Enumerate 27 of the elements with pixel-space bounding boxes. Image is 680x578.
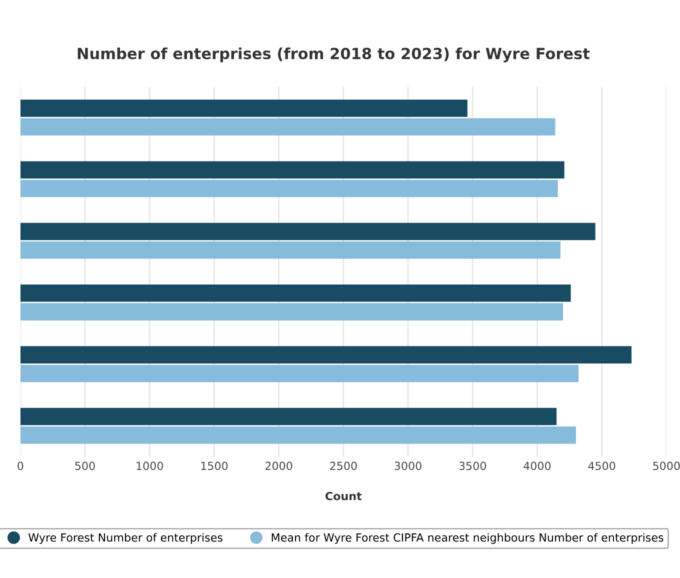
chart-title: Number of enterprises (from 2018 to 2023) for Wyre Forest [78,47,590,62]
x-axis-title: Count [325,492,362,500]
bar [20,161,564,178]
bar [20,284,571,302]
bar [20,426,576,444]
bar [20,346,632,364]
x-tick-label: 3500 [459,462,486,470]
bar [20,303,564,320]
x-tick-label: 0 [18,462,24,470]
bar [20,242,560,259]
x-tick-label: 500 [75,462,95,470]
legend-label: Wyre Forest Number of enterprises [28,533,222,544]
x-tick-label: 2500 [330,462,357,470]
x-tick-label: 2000 [265,462,292,470]
x-tick-label: 3000 [394,462,422,470]
bar [20,100,468,117]
bar [20,408,557,426]
x-tick-label: 4000 [524,462,551,470]
x-tick-label: 1500 [201,462,228,470]
bar [20,180,558,198]
legend-label: Mean for Wyre Forest CIPFA nearest neighbours Number of enterprises [272,533,664,544]
bar [20,364,579,382]
x-tick-label: 4500 [588,462,616,470]
x-tick-label: 5000 [653,462,680,470]
bar [20,222,596,240]
x-tick-label: 1000 [136,462,163,470]
bar [20,118,556,136]
